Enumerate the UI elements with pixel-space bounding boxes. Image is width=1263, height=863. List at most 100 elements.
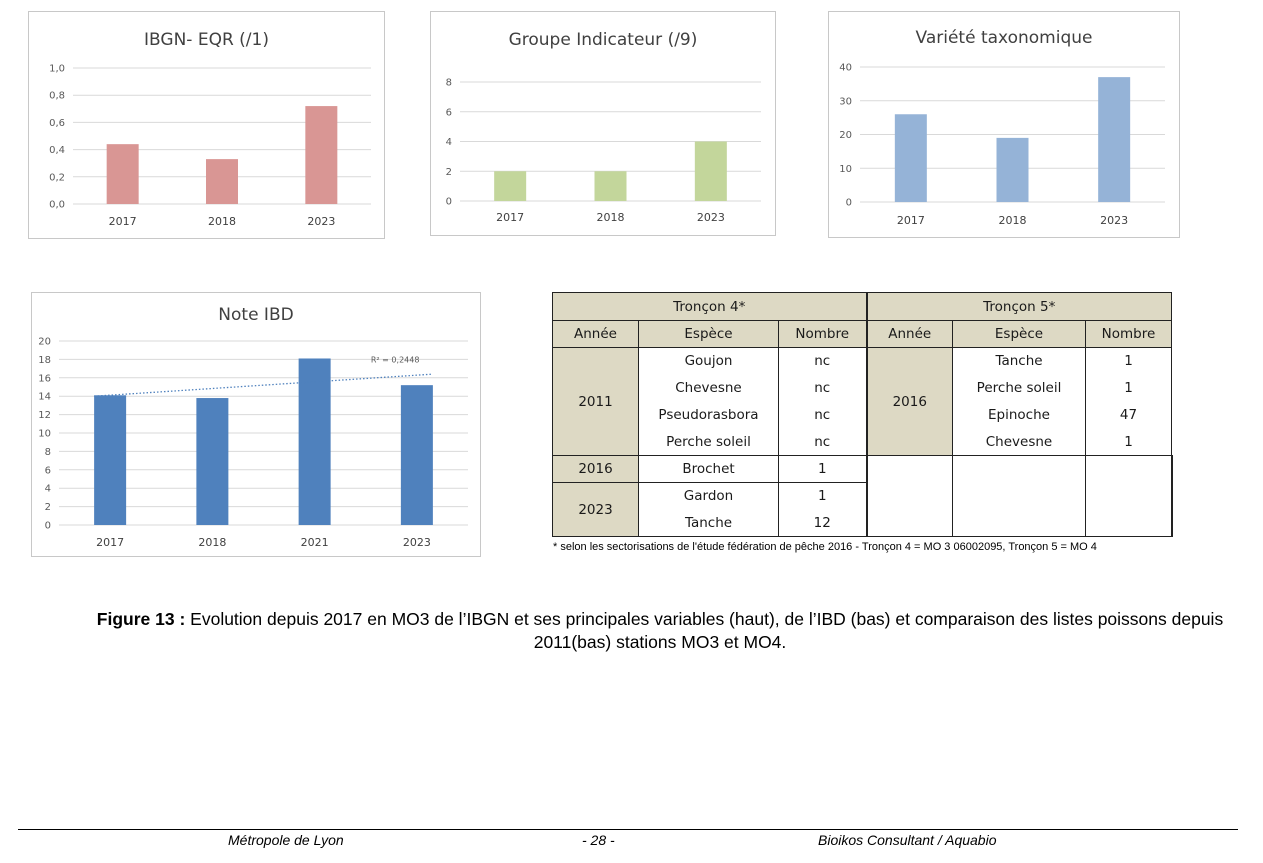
bar [694,141,727,201]
bar [305,106,338,204]
chart-ibgn-eqr-svg: IBGN- EQR (/1) 0,0 0,2 0,4 0,6 0,8 1,0 2017 2018… [49,30,371,228]
y-tick-label: 16 [38,373,51,384]
chart-ibgn-eqr: IBGN- EQR (/1) 0,0 0,2 0,4 0,6 0,8 1,0 2017 2018… [28,11,385,239]
y-tick-label: 4 [45,484,51,495]
count-cell: 1 [778,455,867,483]
count-cell: 1 [1085,347,1172,375]
x-tick-label: 2023 [1100,214,1128,227]
y-tick-label: 18 [38,355,51,366]
chart-note-ibd: Note IBD 0 2 4 6 8 10 12 14 16 18 20 2017 2018 2021 202… [31,292,481,557]
bar [196,398,229,525]
footer-right: Bioikos Consultant / Aquabio [818,832,997,848]
chart-groupe-indicateur: Groupe Indicateur (/9) 0 2 4 6 8 2017 2018 2023 [430,11,776,236]
y-tick-label: 0,4 [49,145,65,156]
y-tick-label: 0 [45,521,51,532]
y-tick-label: 10 [38,429,51,440]
count-cell: nc [778,428,868,456]
species-cell: Perche soleil [952,374,1086,402]
count-cell: nc [778,374,868,402]
bar [94,395,127,525]
count-cell: 1 [778,482,867,510]
footer-divider [18,829,1238,830]
y-tick-label: 2 [446,167,452,178]
caption-label: Figure 13 : [96,609,186,629]
year-cell: 2023 [552,482,639,537]
bar [400,385,433,525]
species-cell: Chevesne [952,428,1086,456]
x-tick-label: 2017 [496,211,524,224]
count-cell: nc [778,347,868,375]
year-cell: 2016 [866,347,953,456]
section-troncon-4: Tronçon 4* [552,292,868,321]
bar [106,144,139,204]
species-cell: Pseudorasbora [638,401,779,429]
y-tick-label: 2 [45,502,51,513]
y-tick-label: 14 [38,392,51,403]
trendline-label: R² = 0,2448 [371,355,420,364]
x-tick-label: 2017 [96,536,124,549]
y-tick-label: 0 [846,198,852,209]
bar [594,171,627,201]
y-tick-label: 20 [839,130,852,141]
empty-cell [1085,455,1173,537]
chart-title: Variété taxonomique [916,28,1093,48]
x-tick-label: 2018 [999,214,1027,227]
section-troncon-5: Tronçon 5* [866,292,1172,321]
figure-caption: Figure 13 : Evolution depuis 2017 en MO3… [95,608,1225,654]
count-cell: 1 [1085,374,1172,402]
x-tick-label: 2018 [198,536,226,549]
year-cell: 2016 [552,455,639,483]
footer-left: Métropole de Lyon [228,832,344,848]
y-tick-label: 1,0 [49,64,65,75]
count-cell: 1 [1085,428,1172,456]
year-cell: 2011 [552,347,639,456]
y-tick-label: 0 [446,197,452,208]
y-tick-label: 0,0 [49,200,65,211]
count-cell: nc [778,401,868,429]
bar [494,171,527,201]
y-tick-label: 0,8 [49,91,65,102]
empty-cell [952,455,1086,537]
chart-groupe-indicateur-svg: Groupe Indicateur (/9) 0 2 4 6 8 2017 2018 2023 [446,30,761,224]
y-tick-label: 40 [839,63,852,74]
chart-title: IBGN- EQR (/1) [144,30,269,50]
header-nombre: Nombre [1085,320,1172,348]
species-cell: Perche soleil [638,428,779,456]
bar [1098,77,1131,202]
y-tick-label: 20 [38,337,51,348]
header-annee: Année [552,320,639,348]
y-tick-label: 6 [45,465,51,476]
x-tick-label: 2018 [597,211,625,224]
x-tick-label: 2017 [109,215,137,228]
chart-title: Note IBD [218,305,293,325]
trendline [94,373,433,397]
y-tick-label: 12 [38,410,51,421]
chart-note-ibd-svg: Note IBD 0 2 4 6 8 10 12 14 16 18 20 2017 2018 2021 202… [38,305,468,549]
x-tick-label: 2023 [307,215,335,228]
bar [894,114,927,202]
species-cell: Gardon [638,482,779,510]
x-tick-label: 2017 [897,214,925,227]
fish-species-table: Tronçon 4* Tronçon 5* Année Espèce Nombr… [552,292,1173,537]
y-tick-label: 8 [45,447,51,458]
y-tick-label: 8 [446,78,452,89]
bar [996,137,1029,202]
y-tick-label: 30 [839,96,852,107]
bar [298,358,331,525]
count-cell: 47 [1085,401,1172,429]
x-tick-label: 2018 [208,215,236,228]
chart-title: Groupe Indicateur (/9) [509,30,698,50]
species-cell: Epinoche [952,401,1086,429]
count-cell: 12 [778,509,867,537]
header-nombre: Nombre [778,320,868,348]
footer-page-number: - 28 - [582,832,615,848]
header-espece: Espèce [952,320,1086,348]
species-cell: Goujon [638,347,779,375]
species-cell: Tanche [952,347,1086,375]
y-tick-label: 10 [839,164,852,175]
x-tick-label: 2021 [301,536,329,549]
y-tick-label: 6 [446,107,452,118]
y-tick-label: 0,2 [49,172,65,183]
header-espece: Espèce [638,320,779,348]
bar [206,159,238,204]
